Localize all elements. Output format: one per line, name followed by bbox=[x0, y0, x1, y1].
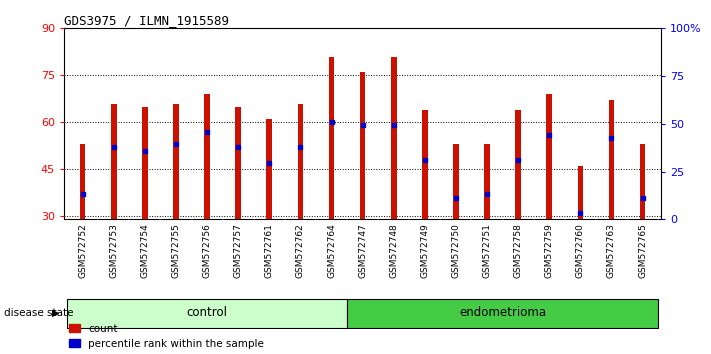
Text: GSM572747: GSM572747 bbox=[358, 223, 367, 278]
Bar bbox=[267, 119, 272, 219]
Text: GSM572754: GSM572754 bbox=[140, 223, 149, 278]
Bar bbox=[422, 110, 427, 219]
Text: GSM572758: GSM572758 bbox=[513, 223, 523, 278]
Text: GSM572748: GSM572748 bbox=[389, 223, 398, 278]
Text: GSM572757: GSM572757 bbox=[234, 223, 242, 278]
Bar bbox=[298, 103, 303, 219]
Bar bbox=[173, 103, 178, 219]
Legend: count, percentile rank within the sample: count, percentile rank within the sample bbox=[69, 324, 264, 349]
Text: GSM572761: GSM572761 bbox=[264, 223, 274, 278]
Text: GSM572752: GSM572752 bbox=[78, 223, 87, 278]
Text: GSM572765: GSM572765 bbox=[638, 223, 647, 278]
Bar bbox=[80, 144, 85, 219]
Bar bbox=[204, 94, 210, 219]
Bar bbox=[360, 72, 365, 219]
Text: GSM572749: GSM572749 bbox=[420, 223, 429, 278]
Bar bbox=[391, 57, 397, 219]
Bar bbox=[515, 110, 521, 219]
Text: GSM572751: GSM572751 bbox=[483, 223, 491, 278]
Bar bbox=[142, 107, 148, 219]
Text: GSM572760: GSM572760 bbox=[576, 223, 585, 278]
Bar bbox=[328, 57, 334, 219]
Bar bbox=[547, 94, 552, 219]
Text: GSM572759: GSM572759 bbox=[545, 223, 554, 278]
Bar bbox=[67, 299, 347, 328]
Bar bbox=[235, 107, 241, 219]
Text: control: control bbox=[186, 306, 228, 319]
Text: GSM572753: GSM572753 bbox=[109, 223, 118, 278]
Bar bbox=[577, 166, 583, 219]
Bar bbox=[609, 101, 614, 219]
Text: GSM572764: GSM572764 bbox=[327, 223, 336, 278]
Text: endometrioma: endometrioma bbox=[459, 306, 546, 319]
Text: GSM572762: GSM572762 bbox=[296, 223, 305, 278]
Text: GDS3975 / ILMN_1915589: GDS3975 / ILMN_1915589 bbox=[64, 14, 229, 27]
Bar bbox=[640, 144, 646, 219]
Text: ▶: ▶ bbox=[51, 308, 59, 318]
Text: GSM572755: GSM572755 bbox=[171, 223, 181, 278]
Bar bbox=[484, 144, 490, 219]
Bar bbox=[347, 299, 658, 328]
Text: disease state: disease state bbox=[4, 308, 73, 318]
Text: GSM572750: GSM572750 bbox=[451, 223, 461, 278]
Bar bbox=[453, 144, 459, 219]
Bar bbox=[111, 103, 117, 219]
Text: GSM572763: GSM572763 bbox=[607, 223, 616, 278]
Text: GSM572756: GSM572756 bbox=[203, 223, 212, 278]
